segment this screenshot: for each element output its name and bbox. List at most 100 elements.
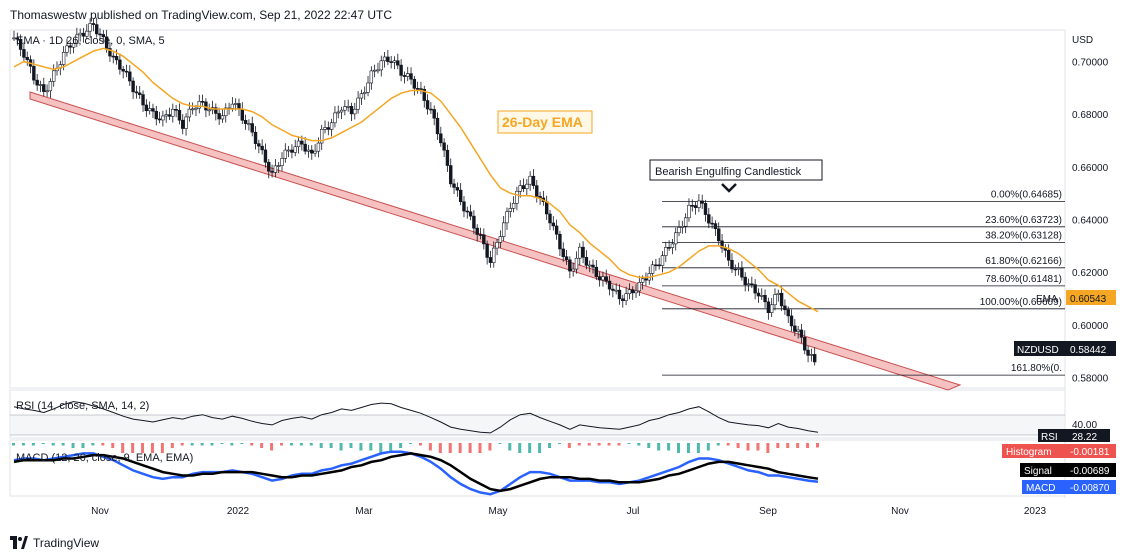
footer-brand: TradingView [33,536,100,550]
ema-callout: 26-Day EMA [497,110,593,134]
candle-body [316,142,321,152]
candle-body [35,79,39,86]
histogram-bar [299,443,303,446]
candle-body [713,223,718,230]
time-tick-label: Mar [355,506,373,517]
histogram-bar [319,443,323,448]
candle-body [670,243,675,248]
candle-body [194,107,198,110]
time-tick-label: Jul [627,506,640,517]
histogram-bar [339,443,343,451]
candle-body [634,290,638,294]
candle-body [624,293,628,301]
candle-body [707,214,711,224]
candle-body [597,276,602,281]
candle-body [518,185,522,192]
candle-body [38,84,43,86]
histogram-bar [399,443,403,448]
candle-body [793,325,797,332]
candle-body [396,60,400,66]
fib-level-label: 61.80%(0.62166) [985,256,1062,267]
candle-body [280,158,284,166]
candle-body [726,249,731,261]
candle-body [594,266,599,277]
candle-body [710,222,714,225]
candle-body [657,264,661,267]
footer[interactable]: TradingView [10,536,99,550]
candle-body [700,200,704,204]
candle-body [432,109,436,119]
svg-text:-0.00870: -0.00870 [1070,483,1110,494]
histogram-bar [448,443,452,453]
candle-body [475,227,479,235]
histogram-bar [786,443,790,448]
histogram-bar [289,443,293,446]
candle-body [22,49,26,58]
candle-body [720,240,724,249]
candle-body [323,127,327,130]
histogram-bar [438,443,442,453]
candle-body [528,175,532,185]
candle-body [693,205,698,208]
candle-body [425,100,430,110]
histogram-bar [190,443,194,446]
candle-body [333,112,337,124]
macd-histogram [12,443,819,453]
histogram-bar [587,443,591,446]
candle-body [631,289,635,294]
macd-tag: MACD -0.00870 [1022,480,1116,494]
histogram-bar [31,443,35,446]
histogram-bar [796,443,800,448]
candle-body [422,88,426,101]
histogram-bar [21,443,25,446]
candle-body [640,278,645,283]
histogram-bar [816,443,819,448]
candle-body [217,113,221,120]
candle-body [48,81,53,92]
histogram-bar [647,443,651,448]
candle-body [157,118,162,121]
candles-series [12,17,817,366]
histogram-bar [101,443,105,446]
candle-body [270,170,274,173]
candle-body [760,295,764,297]
candle-body [98,33,102,36]
price-tick-label: 0.64000 [1072,216,1109,227]
candle-body [803,337,807,351]
histogram-bar [369,443,373,451]
price-panel [9,29,1066,389]
candle-body [435,117,440,135]
histogram-bar [379,443,383,453]
histogram-bar [61,443,65,446]
candle-body [465,210,469,213]
candle-body [349,106,354,115]
support-trendline [29,91,962,391]
candle-body [452,183,456,188]
candle-body [369,70,374,84]
candle-body [574,257,579,270]
candle-body [138,92,142,95]
candle-body [753,284,757,294]
candle-body [389,61,393,63]
rsi-ytick: 40.00 [1072,420,1097,431]
candle-body [501,222,506,237]
candle-body [45,90,49,93]
candle-body [326,127,331,130]
candle-body [508,208,512,212]
candle-body [144,104,149,112]
candle-body [680,225,685,228]
candle-body [329,122,334,130]
candle-body [415,88,420,90]
candle-body [462,201,466,212]
candle-body [121,68,125,72]
symbol-tag: NZDUSD [1017,345,1059,356]
candle-body [660,255,665,266]
histogram-bar [706,443,710,451]
candle-body [495,242,499,249]
candle-body [521,185,526,190]
candle-body [339,109,344,113]
histogram-bar [409,443,413,444]
candle-body [399,64,403,76]
candle-body [601,276,605,281]
